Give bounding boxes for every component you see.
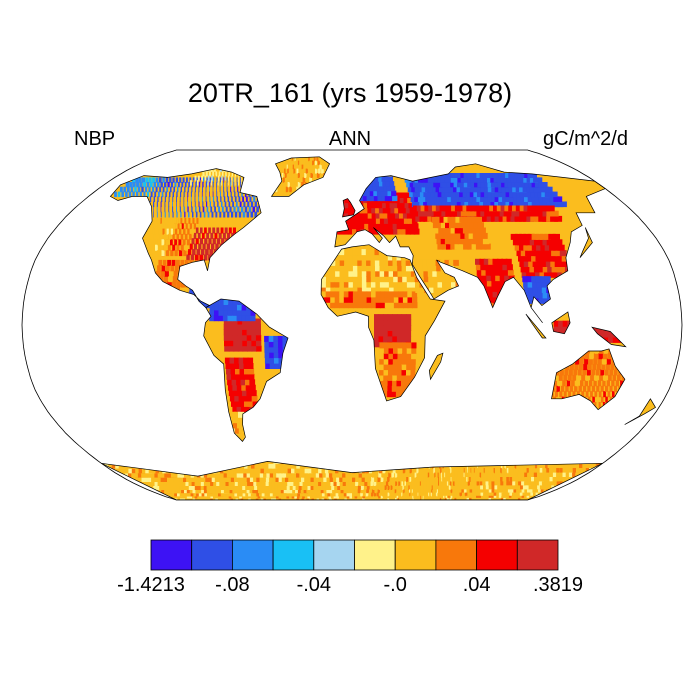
region-patch	[114, 177, 165, 198]
coastline	[624, 398, 656, 425]
coastline	[428, 352, 444, 381]
coastline	[334, 163, 607, 324]
land-japan	[580, 227, 593, 258]
colorbar-tick-label: .04	[462, 574, 491, 596]
season-label: ANN	[328, 128, 372, 150]
colorbar-tick-label: -1.4213	[117, 574, 185, 596]
coastline	[342, 198, 356, 218]
map-title: 20TR_161 (yrs 1959-1978)	[187, 78, 513, 108]
colorbar-tick-label: .3819	[532, 574, 584, 596]
land-nz	[624, 398, 656, 425]
map-boundary	[21, 149, 683, 501]
colorbar-box	[272, 539, 315, 571]
coastline	[591, 326, 627, 348]
colorbar-box	[150, 539, 193, 571]
colorbar-box	[516, 539, 559, 571]
region-patch	[373, 314, 412, 348]
colorbar-tick-label: -.04	[296, 574, 332, 596]
coastline	[551, 311, 571, 335]
region-patch	[321, 291, 418, 309]
region-patch	[358, 176, 398, 202]
land-madagascar	[429, 353, 443, 380]
colorbar-box	[191, 539, 233, 571]
coastline	[109, 168, 262, 309]
coastline	[270, 156, 331, 197]
coastline	[525, 313, 547, 339]
colorbar-tick-label: -.08	[215, 574, 250, 596]
colorbar-box	[394, 539, 437, 571]
coastline	[320, 244, 446, 402]
colorbar-box	[476, 539, 518, 571]
units-label: gC/m^2/d	[543, 128, 628, 150]
colorbar-box	[313, 539, 355, 571]
colorbar-box	[354, 539, 396, 571]
region-patch	[223, 318, 262, 352]
coastline	[101, 461, 603, 500]
colorbar-tick-label: -.0	[383, 574, 407, 596]
colorbar-box	[231, 539, 274, 571]
variable-label: NBP	[74, 128, 116, 150]
coastline	[551, 348, 626, 411]
coastline	[579, 227, 593, 258]
coastline	[203, 298, 289, 442]
region-patch	[431, 216, 491, 250]
colorbar-box	[435, 539, 477, 571]
coastlines	[101, 156, 656, 500]
